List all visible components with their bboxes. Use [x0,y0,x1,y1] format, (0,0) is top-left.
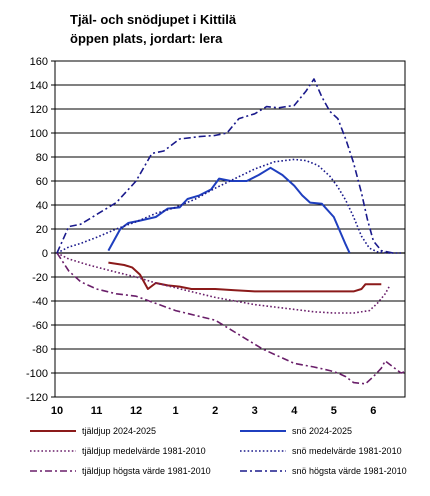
y-tick-label: -80 [32,344,48,356]
series-line-1 [107,166,351,254]
x-tick-label: 1 [173,405,179,417]
legend-label-5: snö högsta värde 1981-2010 [292,466,407,476]
series-line-2 [56,252,390,314]
gridlines [55,60,405,398]
series-line-3 [56,158,401,254]
x-tick-label: 5 [331,405,337,417]
x-tick-label: 12 [130,405,142,417]
y-tick-label: 100 [30,128,48,140]
y-tick-label: 0 [42,248,48,260]
x-tick-label: 3 [252,405,258,417]
y-tick-label: 160 [30,56,48,68]
chart-subtitle: öppen plats, jordart: lera [70,31,223,46]
x-tick-label: 11 [91,405,103,417]
series-line-4 [56,252,406,385]
series-line-5 [56,78,394,254]
series-lines [56,78,406,385]
y-tick-label: 20 [36,224,48,236]
legend-label-3: snö medelvärde 1981-2010 [292,446,402,456]
y-tick-label: -60 [32,320,48,332]
y-axis-ticks: 160 140 120 100 80 60 40 20 0 -20 -40 -60 -80 -100 -12… [26,56,55,404]
x-axis-ticks: 10 11 12 1 2 3 4 5 6 [51,405,377,417]
legend-label-4: tjäldjup högsta värde 1981-2010 [82,466,211,476]
y-tick-label: 40 [36,200,48,212]
legend-label-1: snö 2024-2025 [292,426,352,436]
y-tick-label: 80 [36,152,48,164]
x-tick-label: 4 [291,405,298,417]
y-tick-label: -100 [26,368,48,380]
legend: tjäldjup 2024-2025 snö 2024-2025 tjäldjup … [30,426,407,476]
y-tick-label: -120 [26,392,48,404]
y-tick-label: 120 [30,104,48,116]
chart-title: Tjäl- och snödjupet i Kittilä [70,12,237,27]
legend-label-0: tjäldjup 2024-2025 [82,426,156,436]
series-line-0 [108,261,382,293]
legend-label-2: tjäldjup medelvärde 1981-2010 [82,446,206,456]
y-tick-label: 60 [36,176,48,188]
y-tick-label: -20 [32,272,48,284]
x-tick-label: 10 [51,405,63,417]
y-tick-label: 140 [30,80,48,92]
x-tick-label: 6 [370,405,376,417]
x-tick-label: 2 [212,405,218,417]
y-tick-label: -40 [32,296,48,308]
